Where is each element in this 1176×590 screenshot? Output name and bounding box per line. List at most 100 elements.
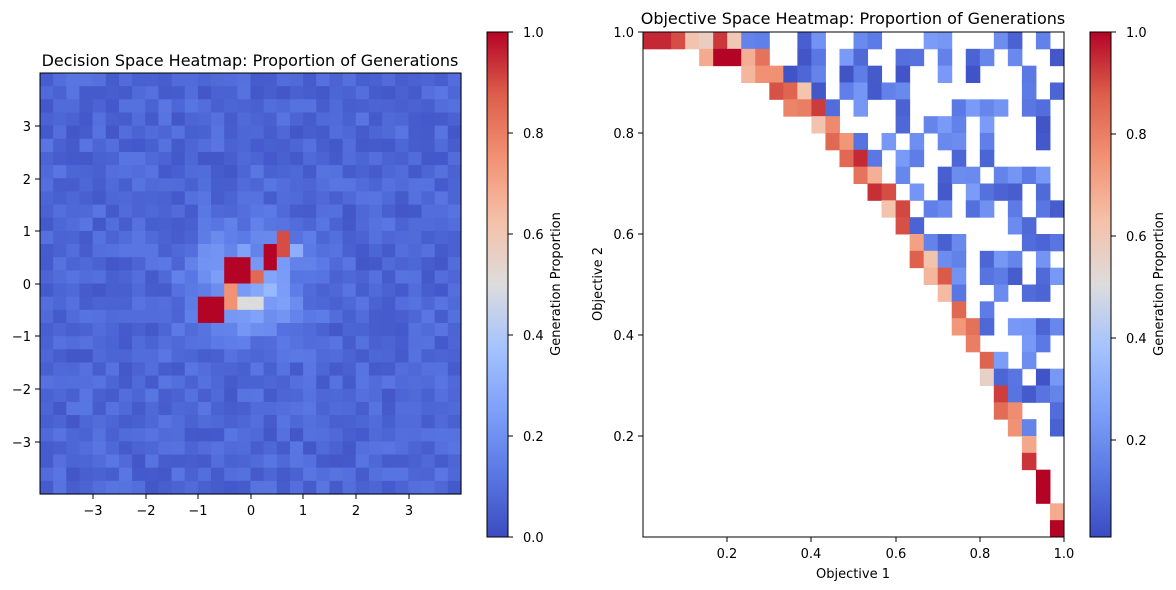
heatmap-cell: [224, 151, 238, 166]
decision-y-tick-label: 2: [23, 173, 31, 188]
heatmap-cell: [329, 309, 344, 324]
heatmap-cell: [211, 375, 225, 390]
heatmap-cell: [118, 230, 133, 245]
heatmap-cell: [250, 467, 265, 482]
heatmap-cell: [263, 138, 278, 153]
heatmap-cell: [342, 138, 357, 153]
heatmap-cell: [289, 86, 304, 100]
heatmap-cell: [342, 217, 357, 232]
heatmap-cell: [53, 322, 67, 337]
heatmap-cell: [40, 480, 54, 495]
heatmap-cell: [408, 322, 423, 337]
heatmap-cell: [79, 270, 94, 285]
heatmap-cell: [53, 217, 67, 232]
heatmap-cell: [316, 151, 331, 166]
heatmap-cell: [329, 217, 344, 232]
heatmap-cell: [105, 86, 120, 100]
heatmap-cell: [289, 73, 304, 87]
heatmap-cell: [867, 149, 883, 168]
heatmap-cell: [53, 415, 67, 429]
heatmap-cell: [355, 112, 370, 127]
objective-colorbar-gradient: [1089, 31, 1112, 538]
heatmap-cell: [382, 230, 396, 245]
heatmap-cell: [979, 183, 995, 201]
heatmap-cell: [303, 388, 317, 403]
heatmap-cell: [713, 32, 728, 50]
heatmap-cell: [40, 151, 54, 166]
heatmap-cell: [979, 351, 995, 370]
heatmap-cell: [184, 349, 199, 364]
heatmap-cell: [923, 250, 939, 269]
heatmap-cell: [316, 296, 331, 311]
heatmap-cell: [132, 138, 146, 153]
objective-x-ticks: 0.2 0.4 0.6 0.8 1.0 Objective 1: [717, 537, 1074, 582]
heatmap-cell: [40, 191, 54, 206]
heatmap-cell: [421, 86, 436, 100]
heatmap-cell: [250, 388, 265, 403]
heatmap-cell: [951, 301, 967, 319]
heatmap-cell: [79, 388, 94, 403]
heatmap-cell: [40, 362, 54, 377]
heatmap-cell: [92, 257, 107, 271]
heatmap-cell: [395, 204, 409, 219]
heatmap-cell: [276, 480, 291, 495]
heatmap-cell: [447, 165, 462, 179]
heatmap-cell: [1007, 419, 1023, 437]
heatmap-cell: [355, 480, 370, 495]
heatmap-cell: [276, 441, 291, 456]
heatmap-cell: [1007, 385, 1023, 403]
heatmap-cell: [447, 480, 462, 495]
heatmap-cell: [342, 415, 357, 429]
heatmap-cell: [276, 467, 291, 482]
heatmap-cell: [263, 217, 278, 232]
heatmap-cell: [224, 99, 238, 114]
heatmap-cell: [92, 73, 107, 87]
heatmap-cell: [1035, 486, 1051, 504]
heatmap-cell: [329, 244, 344, 258]
heatmap-cell: [993, 267, 1009, 285]
heatmap-cell: [105, 165, 120, 179]
heatmap-cell: [1021, 318, 1037, 336]
heatmap-cell: [408, 283, 423, 298]
heatmap-cell: [211, 86, 225, 100]
heatmap-cell: [713, 48, 728, 67]
objective-y-tick-label: 0.8: [613, 127, 634, 142]
heatmap-cell: [92, 178, 107, 193]
heatmap-cell: [132, 454, 146, 469]
heatmap-cell: [184, 217, 199, 232]
heatmap-cell: [699, 32, 714, 50]
heatmap-cell: [66, 322, 81, 337]
heatmap-cell: [66, 336, 81, 350]
heatmap-cell: [224, 204, 238, 219]
heatmap-cell: [263, 388, 278, 403]
heatmap-cell: [408, 112, 423, 127]
heatmap-cell: [79, 257, 94, 271]
heatmap-cell: [434, 257, 449, 271]
heatmap-cell: [355, 191, 370, 206]
heatmap-cell: [671, 32, 686, 50]
heatmap-cell: [434, 204, 449, 219]
heatmap-cell: [355, 165, 370, 179]
heatmap-cell: [993, 250, 1009, 269]
heatmap-cell: [1021, 284, 1037, 302]
heatmap-cell: [965, 48, 981, 67]
heatmap-cell: [355, 401, 370, 416]
decision-x-tick-label: 3: [405, 504, 413, 519]
heatmap-cell: [1021, 452, 1037, 471]
heatmap-cell: [132, 322, 146, 337]
heatmap-cell: [1021, 385, 1037, 403]
heatmap-cell: [289, 99, 304, 114]
heatmap-cell: [421, 204, 436, 219]
heatmap-cell: [53, 244, 67, 258]
heatmap-cell: [289, 480, 304, 495]
heatmap-cell: [197, 309, 212, 324]
heatmap-cell: [158, 428, 173, 442]
heatmap-cell: [145, 217, 160, 232]
objective-x-axis-label: Objective 1: [816, 567, 890, 582]
heatmap-cell: [434, 86, 449, 100]
heatmap-cell: [408, 270, 423, 285]
heatmap-cell: [329, 230, 344, 245]
heatmap-cell: [53, 296, 67, 311]
heatmap-cell: [303, 415, 317, 429]
heatmap-cell: [197, 296, 212, 311]
